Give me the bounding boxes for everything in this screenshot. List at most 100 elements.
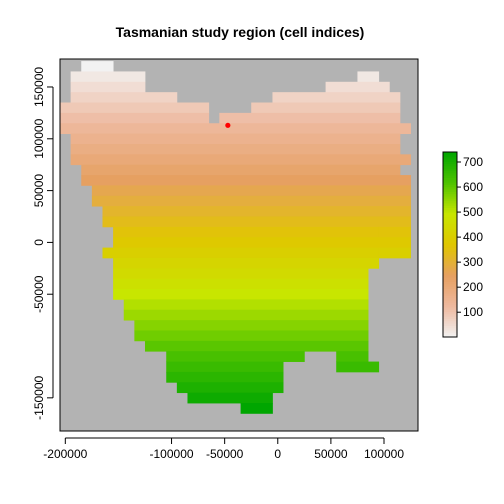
legend-color-step	[443, 235, 457, 239]
legend-color-step	[443, 223, 457, 227]
x-tick-label: -50000	[206, 447, 244, 461]
legend-color-step	[443, 327, 457, 331]
legend-color-step	[443, 293, 457, 296]
raster-cell-run	[60, 123, 411, 135]
legend-color-step	[443, 212, 457, 215]
raster-cell-run	[70, 81, 146, 93]
color-legend: 100 200 300 400 500 600 700	[442, 151, 483, 338]
legend-color-step	[443, 323, 457, 326]
legend-color-step	[443, 334, 457, 338]
chart-title: Tasmanian study region (cell indices)	[116, 24, 365, 40]
raster-cell-run	[60, 112, 210, 124]
raster-cell-run	[70, 133, 401, 145]
legend-tick-label: 300	[463, 255, 483, 269]
raster-cell-run	[113, 257, 380, 269]
legend-color-step	[443, 251, 457, 255]
raster-cell-run	[336, 351, 369, 362]
legend-color-step	[443, 219, 457, 222]
raster-cell-run	[166, 351, 305, 362]
x-tick-label: 100000	[364, 447, 404, 461]
raster-cell-run	[357, 71, 380, 83]
legend-color-step	[443, 267, 457, 271]
legend-color-step	[443, 154, 457, 158]
legend-color-step	[443, 316, 457, 319]
legend-color-step	[443, 290, 457, 294]
legend-color-step	[443, 152, 457, 155]
x-tick-label: 50000	[314, 447, 348, 461]
legend-color-step	[443, 165, 457, 169]
x-tick-label: -200000	[43, 447, 87, 461]
legend-color-step	[443, 276, 457, 280]
legend-color-step	[443, 170, 457, 174]
legend-color-step	[443, 332, 457, 336]
legend-color-step	[443, 325, 457, 329]
raster-cell-run	[102, 216, 411, 228]
legend-color-step	[443, 189, 457, 192]
legend-color-step	[443, 207, 457, 211]
legend-color-step	[443, 209, 457, 213]
y-tick-label: 150000	[32, 67, 46, 107]
legend-color-step	[443, 237, 457, 241]
y-tick-label: 0	[32, 239, 46, 246]
legend-color-step	[443, 179, 457, 183]
legend-color-step	[443, 205, 457, 208]
legend-tick-label: 100	[463, 305, 483, 319]
legend-color-step	[443, 281, 457, 285]
raster-cell-run	[113, 289, 369, 300]
legend-color-step	[443, 156, 457, 160]
raster-cell-run	[81, 61, 114, 72]
legend-tick-label: 600	[463, 180, 483, 194]
legend-color-step	[443, 302, 457, 306]
raster-cell-run	[113, 226, 380, 238]
legend-color-step	[443, 163, 457, 167]
raster-cell-run	[378, 237, 411, 248]
raster-cell-run	[123, 299, 369, 311]
legend-color-step	[443, 239, 457, 243]
raster-cells	[60, 61, 411, 414]
raster-cell-run	[70, 71, 146, 83]
legend-color-step	[443, 158, 457, 162]
raster-cell-run	[91, 195, 411, 207]
raster-cell-run	[187, 102, 210, 114]
legend-color-step	[443, 244, 457, 248]
legend-color-step	[443, 172, 457, 176]
raster-cell-run	[336, 361, 380, 373]
legend-color-step	[443, 232, 457, 236]
raster-cell-run	[325, 81, 390, 93]
legend-color-step	[443, 161, 457, 165]
legend-color-step	[443, 202, 457, 206]
raster-cell-run	[251, 102, 401, 114]
raster-cell-run	[123, 309, 369, 321]
legend-color-step	[443, 256, 457, 259]
legend-color-step	[443, 286, 457, 289]
raster-cell-run	[70, 92, 178, 103]
plot-frame	[59, 58, 419, 432]
legend-color-step	[443, 195, 457, 199]
raster-cell-run	[219, 112, 401, 124]
legend-color-step	[443, 300, 457, 303]
raster-cell-run	[176, 382, 284, 394]
legend-color-step	[443, 186, 457, 190]
raster-cell-run	[81, 175, 411, 186]
legend-color-step	[443, 269, 457, 273]
raster-cell-run	[70, 154, 411, 166]
x-tick-label: -100000	[150, 447, 194, 461]
legend-color-step	[443, 200, 457, 204]
legend-tick-label: 400	[463, 230, 483, 244]
y-tick-label: 100000	[32, 118, 46, 158]
legend-color-step	[443, 279, 457, 282]
legend-frame	[442, 151, 458, 338]
raster-cell-run	[293, 92, 401, 103]
legend-color-step	[443, 191, 457, 195]
legend-color-step	[443, 330, 457, 333]
raster-cell-run	[81, 164, 401, 176]
raster-cell-run	[102, 206, 411, 217]
legend-color-step	[443, 228, 457, 232]
y-axis: 150000 100000 50000 0 -50000 -150000	[32, 67, 54, 420]
legend-color-step	[443, 216, 457, 220]
legend-color-step	[443, 184, 457, 188]
legend-color-step	[443, 265, 457, 269]
raster-cell-run	[113, 237, 380, 248]
raster-cell-run	[113, 268, 369, 280]
